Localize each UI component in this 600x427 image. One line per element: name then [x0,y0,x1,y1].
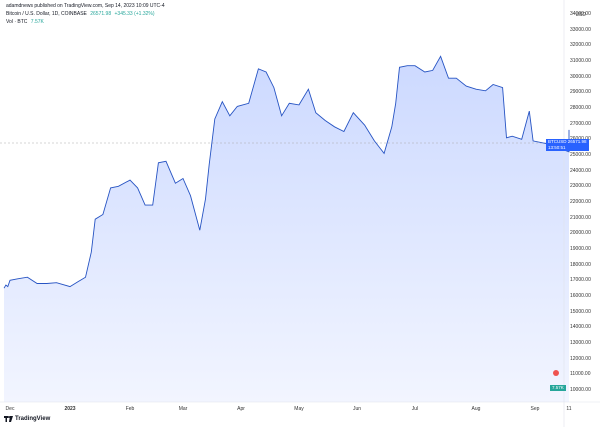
price-tick-label: 17000.00 [570,277,591,284]
price-area [4,56,569,403]
price-tick-label: 14000.00 [570,324,591,331]
time-tick-label: Dec [5,406,15,412]
price-tick-label: 27000.00 [570,120,591,127]
price-tick-label: 18000.00 [570,261,591,268]
price-tag-symbol: BTCUSD 26571.98 [548,139,587,144]
volume-legend: Vol · BTC 7.57K [6,19,46,25]
volume-label: Vol · BTC [6,19,28,25]
tradingview-logo-icon [4,416,13,422]
currency-label: USD [575,12,586,18]
time-tick-label: Jul [411,406,419,412]
price-tick-label: 23000.00 [570,183,591,190]
time-tick-label: May [294,406,304,412]
price-tick-label: 28000.00 [570,105,591,111]
price-tick-label: 24000.00 [570,167,591,174]
price-tick-label: 21000.00 [570,214,591,221]
price-tick-label: 25000.00 [570,152,591,158]
symbol-name: Bitcoin / U.S. Dollar, 1D, COINBASE [6,11,87,17]
price-tick-label: 11000.00 [570,371,591,378]
time-tick-label: Aug [471,406,481,412]
price-tick-label: 30000.00 [570,73,591,80]
time-tick-label: Sep [530,406,540,412]
last-price: 26571.98 [90,11,112,17]
price-tick-label: 15000.00 [570,308,591,315]
price-tick-label: 34000.00 [570,11,591,17]
price-tag-countdown: 13:50:51 [548,145,566,150]
price-change: +345.33 (+1.32%) [114,11,155,17]
time-tick-label: 11 [566,406,572,412]
price-tick-label: 10000.00 [570,387,591,393]
time-tick-label: Mar [178,406,188,412]
symbol-header: Bitcoin / U.S. Dollar, 1D, COINBASE 2657… [6,11,157,17]
price-tick-label: 19000.00 [570,246,591,252]
time-tick-label: 2023 [64,406,76,412]
price-tick-label: 22000.00 [570,199,591,205]
price-tick-label: 31000.00 [570,58,591,64]
price-tick-label: 16000.00 [570,293,591,299]
price-tick-label: 20000.00 [570,230,591,237]
price-tag: BTCUSD 26571.98 13:50:51 [546,139,589,151]
alert-marker-icon [553,370,559,376]
price-tick-label: 29000.00 [570,89,591,96]
price-tick-label: 33000.00 [570,26,591,33]
tradingview-logo[interactable]: TradingView [4,416,50,422]
time-tick-label: Jun [352,406,362,412]
price-tick-label: 32000.00 [570,42,591,49]
price-line [3,55,570,289]
tradingview-logo-text: TradingView [15,416,51,422]
time-tick-label: Apr [237,406,245,412]
time-tick-label: Feb [125,406,135,412]
volume-tag: 7.57K [550,385,566,391]
volume-value: 7.57K [30,19,44,25]
price-tick-label: 12000.00 [570,355,591,362]
publish-credit: adamdnews published on TradingView.com, … [6,3,165,9]
price-tick-label: 13000.00 [570,340,591,346]
